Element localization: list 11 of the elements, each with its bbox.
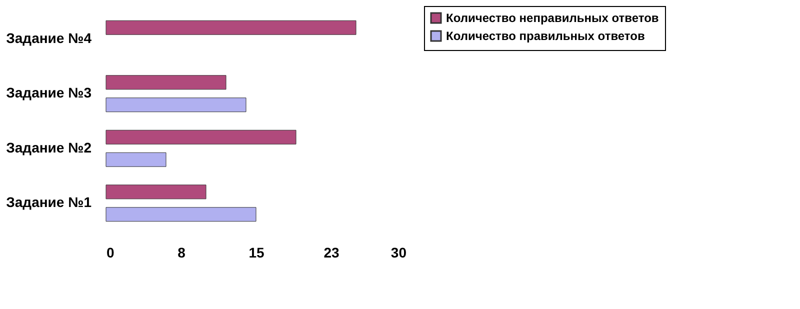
x-tick-label: 8 xyxy=(178,244,186,260)
y-tick-label: Задание №4 xyxy=(6,30,92,46)
y-tick-label: Задание №2 xyxy=(6,139,92,156)
y-tick-label: Задание №3 xyxy=(6,84,92,101)
legend-label: Количество неправильных ответов xyxy=(446,11,659,25)
x-tick-label: 30 xyxy=(390,244,407,260)
x-tick-label: 23 xyxy=(324,244,340,260)
x-tick-label: 0 xyxy=(106,244,114,260)
legend-label: Количество правильных ответов xyxy=(446,29,645,43)
x-tick-label: 15 xyxy=(248,244,264,260)
y-tick-label: Задание №1 xyxy=(6,194,92,210)
